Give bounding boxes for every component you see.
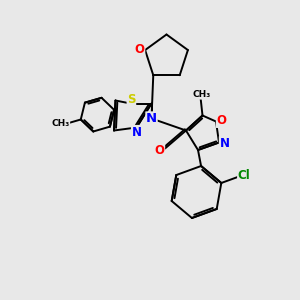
- Text: N: N: [131, 125, 142, 139]
- Text: O: O: [154, 143, 165, 157]
- Text: N: N: [146, 112, 157, 125]
- Text: N: N: [219, 136, 230, 150]
- Text: CH₃: CH₃: [51, 119, 70, 128]
- Text: O: O: [216, 114, 226, 128]
- Text: CH₃: CH₃: [193, 90, 211, 99]
- Text: Cl: Cl: [238, 169, 250, 182]
- Text: O: O: [135, 43, 145, 56]
- Text: S: S: [127, 93, 136, 106]
